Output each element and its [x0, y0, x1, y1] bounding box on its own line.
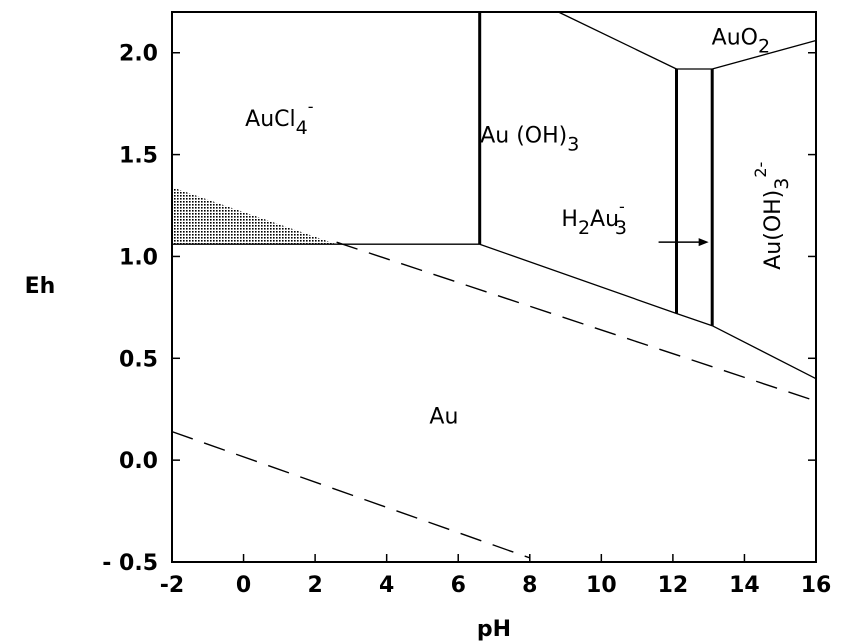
region-label-1: Au (OH)3	[480, 123, 579, 155]
x-axis-title: pH	[477, 617, 511, 642]
y-tick-label: 0.5	[119, 347, 158, 372]
y-tick-label: 2.0	[119, 42, 158, 67]
region-label-5: Au	[429, 404, 458, 429]
x-tick-label: 4	[379, 573, 394, 598]
region-label-4: Au(OH)32-	[751, 162, 793, 270]
y-tick-label: 1.5	[119, 144, 158, 169]
water-stability-line-1	[171, 430, 531, 559]
x-tick-label: 10	[586, 573, 617, 598]
x-tick-label: -2	[160, 573, 184, 598]
pointer-arrow-head	[698, 238, 709, 247]
y-tick-label: - 0.5	[102, 551, 158, 576]
x-tick-label: 16	[801, 573, 832, 598]
water-stability-line-0	[336, 241, 817, 402]
x-tick-label: 6	[451, 573, 466, 598]
x-tick-label: 8	[522, 573, 537, 598]
y-tick-label: 0.0	[119, 449, 158, 474]
phase-boundary-6	[558, 11, 677, 70]
shaded-region	[172, 187, 337, 245]
region-label-2: AuO2	[712, 26, 770, 58]
phase-boundary-8	[712, 39, 817, 70]
x-tick-label: 2	[307, 573, 322, 598]
x-tick-label: 14	[729, 573, 760, 598]
plot-frame	[171, 11, 817, 563]
y-axis-title: Eh	[25, 274, 56, 299]
x-tick-label: 0	[236, 573, 251, 598]
x-tick-label: 12	[658, 573, 689, 598]
region-label-0: AuCl4-	[245, 97, 313, 139]
phase-boundary-3	[711, 325, 817, 380]
region-label-3: H2Au-3	[561, 197, 627, 239]
y-tick-label: 1.0	[119, 245, 158, 270]
